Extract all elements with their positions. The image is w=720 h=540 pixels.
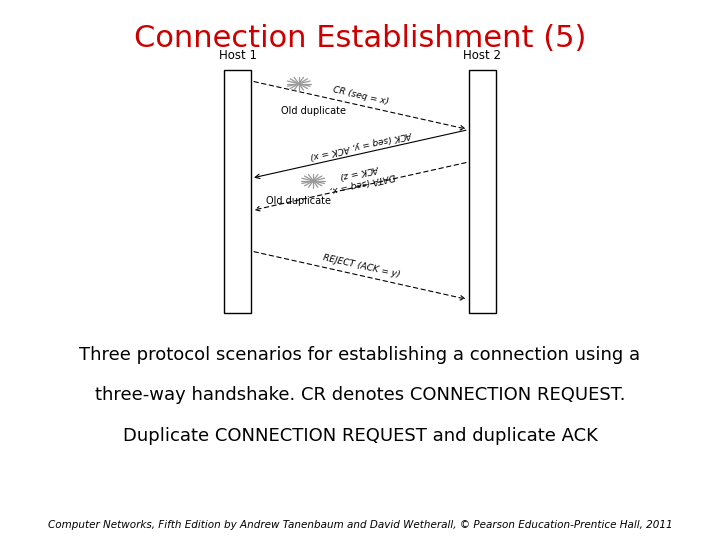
Text: DATA (seq = x,
ACK = z): DATA (seq = x, ACK = z) bbox=[326, 160, 396, 194]
Text: Old duplicate: Old duplicate bbox=[266, 196, 331, 206]
Text: three-way handshake. CR denotes CONNECTION REQUEST.: three-way handshake. CR denotes CONNECTI… bbox=[95, 386, 625, 404]
Text: Old duplicate: Old duplicate bbox=[281, 106, 346, 116]
Text: REJECT (ACK = y): REJECT (ACK = y) bbox=[322, 253, 400, 279]
Text: Connection Establishment (5): Connection Establishment (5) bbox=[134, 24, 586, 53]
Text: Host 1: Host 1 bbox=[219, 49, 256, 62]
Bar bbox=[469, 70, 496, 313]
Text: ACK (seq = y, ACK = x): ACK (seq = y, ACK = x) bbox=[309, 129, 413, 160]
Bar bbox=[224, 70, 251, 313]
Text: Host 2: Host 2 bbox=[464, 49, 501, 62]
Text: Computer Networks, Fifth Edition by Andrew Tanenbaum and David Wetherall, © Pear: Computer Networks, Fifth Edition by Andr… bbox=[48, 520, 672, 530]
Text: CR (seq = x): CR (seq = x) bbox=[332, 86, 390, 107]
Text: Duplicate CONNECTION REQUEST and duplicate ACK: Duplicate CONNECTION REQUEST and duplica… bbox=[122, 427, 598, 444]
Text: Three protocol scenarios for establishing a connection using a: Three protocol scenarios for establishin… bbox=[79, 346, 641, 363]
